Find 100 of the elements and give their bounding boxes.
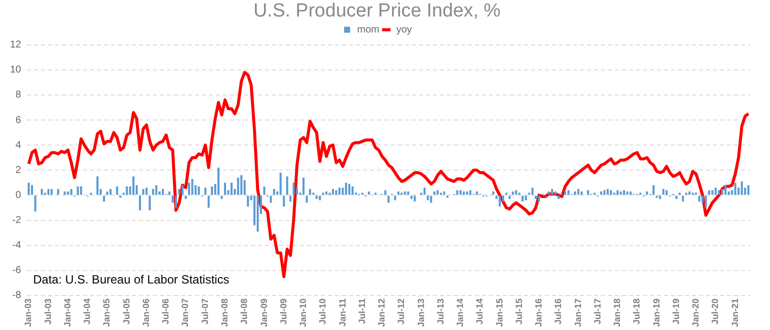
x-tick-label: Jan-04 — [62, 298, 72, 328]
bar — [204, 188, 206, 195]
y-tick-label: 8 — [16, 90, 22, 101]
x-tick-label: Jan-14 — [455, 298, 466, 328]
bar — [724, 185, 726, 195]
bar — [426, 196, 429, 200]
x-tick-label: Jan-18 — [612, 298, 622, 328]
bar — [714, 188, 717, 195]
bar — [394, 196, 396, 200]
x-tick-label: Jan-13 — [416, 298, 426, 328]
x-tick-label: Jan-20 — [690, 298, 701, 328]
x-tick-label: Jul-16 — [553, 298, 564, 324]
bar — [181, 185, 184, 195]
bar — [459, 190, 462, 195]
y-tick-label: 12 — [10, 40, 22, 51]
bar — [345, 182, 348, 195]
x-tick-label: Jul-18 — [632, 298, 642, 324]
x-tick-label: Jul-08 — [239, 298, 250, 324]
bar — [230, 182, 233, 195]
bar — [138, 196, 141, 210]
bar — [191, 178, 194, 195]
y-tick-label: 2 — [16, 164, 22, 176]
x-tick-label: Jan-06 — [140, 298, 151, 328]
bar — [675, 196, 678, 199]
bar — [662, 188, 664, 195]
bar — [148, 196, 151, 210]
bar — [704, 196, 707, 208]
bar — [508, 196, 511, 199]
bar — [698, 196, 700, 202]
bar — [217, 168, 220, 195]
x-tick-label: Jul-09 — [278, 298, 288, 324]
x-tick-label: Jul-10 — [318, 298, 328, 324]
y-tick-label: -8 — [12, 290, 22, 302]
bar — [132, 176, 134, 195]
annotation: Data: U.S. Bureau of Labor Statistics — [33, 272, 230, 286]
bar — [430, 196, 432, 203]
x-tick-label: Jan-09 — [258, 298, 269, 328]
bar — [34, 196, 36, 212]
bar — [286, 176, 288, 195]
bar — [126, 186, 128, 195]
bar — [603, 190, 606, 195]
x-tick-label: Jul-17 — [592, 298, 602, 324]
bar — [436, 190, 439, 195]
bar — [384, 190, 386, 195]
bar — [515, 190, 518, 195]
x-tick-label: Jan-12 — [376, 298, 387, 328]
bar — [318, 196, 321, 200]
bar — [338, 188, 341, 195]
bar — [410, 196, 412, 199]
x-tick-label: Jan-19 — [651, 298, 662, 328]
x-tick-label: Jan-08 — [220, 298, 230, 328]
bar — [610, 190, 612, 195]
bar — [198, 186, 200, 195]
legend-label: mom — [357, 24, 380, 36]
y-tick-label: 4 — [16, 140, 22, 151]
bar — [302, 178, 305, 195]
bar — [659, 196, 662, 199]
bar — [289, 196, 292, 202]
bar — [70, 188, 72, 195]
bar — [210, 186, 213, 195]
bar — [270, 196, 272, 203]
x-tick-label: Jan-07 — [180, 298, 190, 328]
bar — [263, 186, 266, 195]
x-tick-label: Jul-04 — [82, 298, 92, 324]
bar — [606, 188, 609, 195]
bar — [292, 182, 295, 195]
bar — [522, 196, 524, 202]
bar — [469, 190, 472, 195]
y-tick-label: -4 — [12, 240, 22, 252]
bar — [110, 188, 112, 195]
bar — [116, 186, 118, 195]
bar — [80, 186, 82, 195]
bar — [162, 188, 164, 195]
bar — [711, 190, 714, 195]
x-tick-label: Jan-21 — [730, 298, 740, 328]
bar — [106, 191, 108, 195]
bar — [388, 196, 390, 203]
y-tick-label: 0 — [16, 190, 22, 201]
x-tick-label: Jan-15 — [494, 298, 504, 328]
bar — [551, 188, 554, 195]
bar — [224, 182, 226, 195]
bar — [102, 196, 106, 202]
x-tick-label: Jul-05 — [121, 298, 132, 324]
bar — [142, 188, 144, 195]
bar — [155, 185, 158, 195]
bar — [492, 191, 494, 195]
bar — [280, 172, 282, 195]
y-tick-label: -2 — [12, 215, 22, 226]
x-tick-label: Jan-03 — [23, 298, 34, 328]
bar — [208, 196, 210, 208]
bar — [188, 182, 190, 195]
x-tick-label: Jul-06 — [160, 298, 171, 324]
bar — [734, 182, 736, 195]
bar — [273, 188, 276, 195]
bar — [558, 196, 560, 199]
bar — [531, 188, 534, 195]
bar — [587, 190, 590, 195]
bar — [40, 188, 43, 195]
bar — [414, 196, 416, 202]
x-tick-label: Jul-19 — [670, 298, 681, 324]
